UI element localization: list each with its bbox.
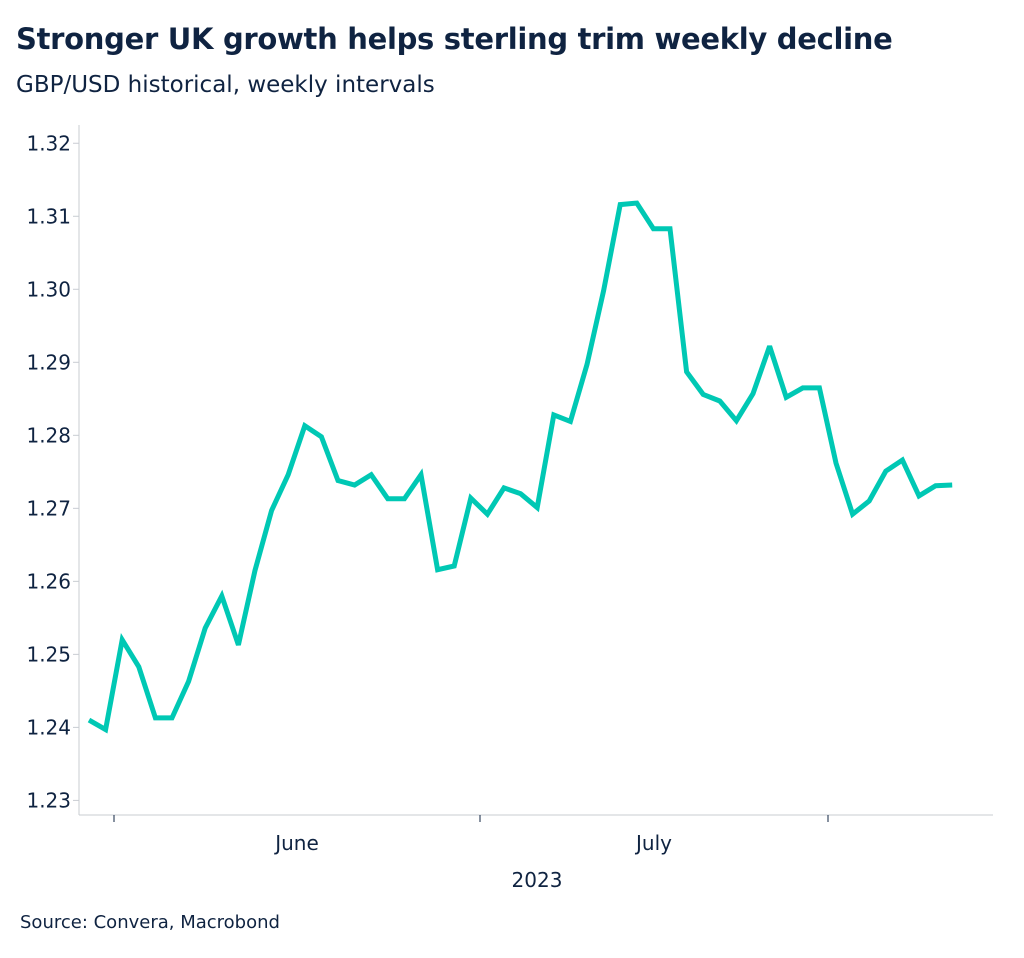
y-tick-label: 1.26 [26, 569, 71, 593]
y-tick-label: 1.31 [26, 204, 71, 228]
y-tick-label: 1.30 [26, 277, 71, 301]
chart-subtitle: GBP/USD historical, weekly intervals [16, 72, 435, 98]
x-axis-label: 2023 [512, 868, 563, 892]
source-note: Source: Convera, Macrobond [20, 912, 280, 933]
y-tick-label: 1.23 [26, 788, 71, 812]
chart-title: Stronger UK growth helps sterling trim w… [16, 22, 893, 56]
y-tick-label: 1.27 [26, 496, 71, 520]
y-tick-label: 1.28 [26, 423, 71, 447]
gbpusd-series-line [87, 200, 953, 734]
y-tick-label: 1.32 [26, 131, 71, 155]
x-tick-label: July [634, 831, 672, 855]
y-tick-label: 1.25 [26, 642, 71, 666]
y-tick-label: 1.24 [26, 715, 71, 739]
x-tick-label: June [273, 831, 319, 855]
y-tick-label: 1.29 [26, 350, 71, 374]
